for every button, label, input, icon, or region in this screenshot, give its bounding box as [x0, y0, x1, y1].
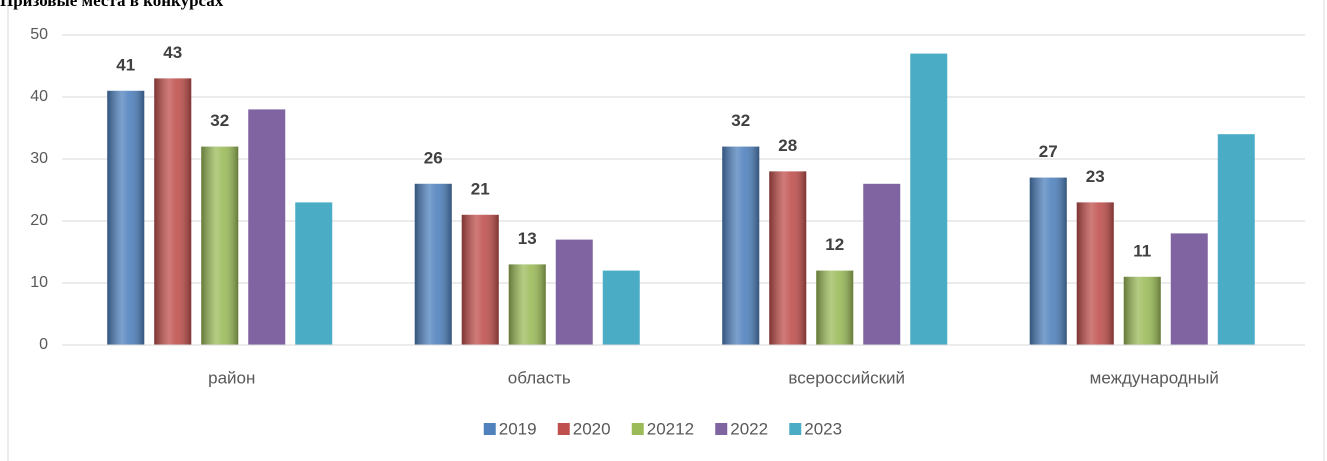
legend-swatch — [483, 423, 496, 435]
bar — [910, 53, 948, 345]
bar — [414, 183, 452, 345]
data-label: 26 — [424, 148, 443, 167]
y-tick-label: 50 — [30, 26, 48, 43]
x-tick-label: всероссийский — [788, 368, 905, 387]
bar — [722, 146, 760, 345]
x-tick-label: международный — [1090, 368, 1219, 387]
x-tick-label: район — [208, 368, 255, 387]
data-label: 41 — [116, 55, 135, 74]
bar — [201, 146, 239, 345]
bar — [769, 171, 807, 345]
data-label: 27 — [1039, 142, 1058, 161]
chart-title: Призовые места в конкурсах — [0, 0, 224, 10]
legend-label: 2022 — [730, 419, 768, 438]
bar — [1076, 202, 1114, 345]
data-label: 43 — [163, 43, 182, 62]
bar — [602, 270, 640, 345]
y-tick-label: 10 — [30, 274, 48, 291]
bar — [1170, 233, 1208, 345]
y-tick-label: 40 — [30, 88, 48, 105]
bar — [461, 214, 499, 345]
legend-swatch — [557, 423, 570, 435]
bar — [1217, 134, 1255, 345]
data-label: 23 — [1086, 167, 1105, 186]
data-label: 12 — [825, 235, 844, 254]
legend-swatch — [631, 423, 644, 435]
data-label: 32 — [731, 111, 750, 130]
bar — [154, 78, 192, 346]
data-label: 28 — [778, 136, 797, 155]
bar — [816, 270, 854, 345]
legend-label: 2020 — [573, 419, 611, 438]
x-tick-label: область — [508, 368, 571, 387]
bar — [1123, 276, 1161, 345]
bar — [107, 90, 145, 345]
bar — [295, 202, 333, 345]
y-tick-label: 30 — [30, 150, 48, 167]
y-tick-label: 20 — [30, 212, 48, 229]
y-tick-label: 0 — [39, 336, 48, 353]
data-label: 21 — [471, 179, 490, 198]
data-label: 32 — [210, 111, 229, 130]
chart-border — [7, 0, 1325, 461]
legend-label: 20212 — [647, 419, 694, 438]
legend-label: 2019 — [499, 419, 537, 438]
bar — [248, 109, 286, 346]
legend-label: 2023 — [804, 419, 842, 438]
data-label: 13 — [518, 229, 537, 248]
bar — [863, 183, 901, 345]
data-label: 11 — [1133, 241, 1151, 260]
legend-swatch — [789, 423, 802, 435]
legend-swatch — [715, 423, 728, 435]
bar — [555, 239, 593, 345]
bar — [1029, 177, 1067, 345]
bar — [508, 264, 546, 345]
